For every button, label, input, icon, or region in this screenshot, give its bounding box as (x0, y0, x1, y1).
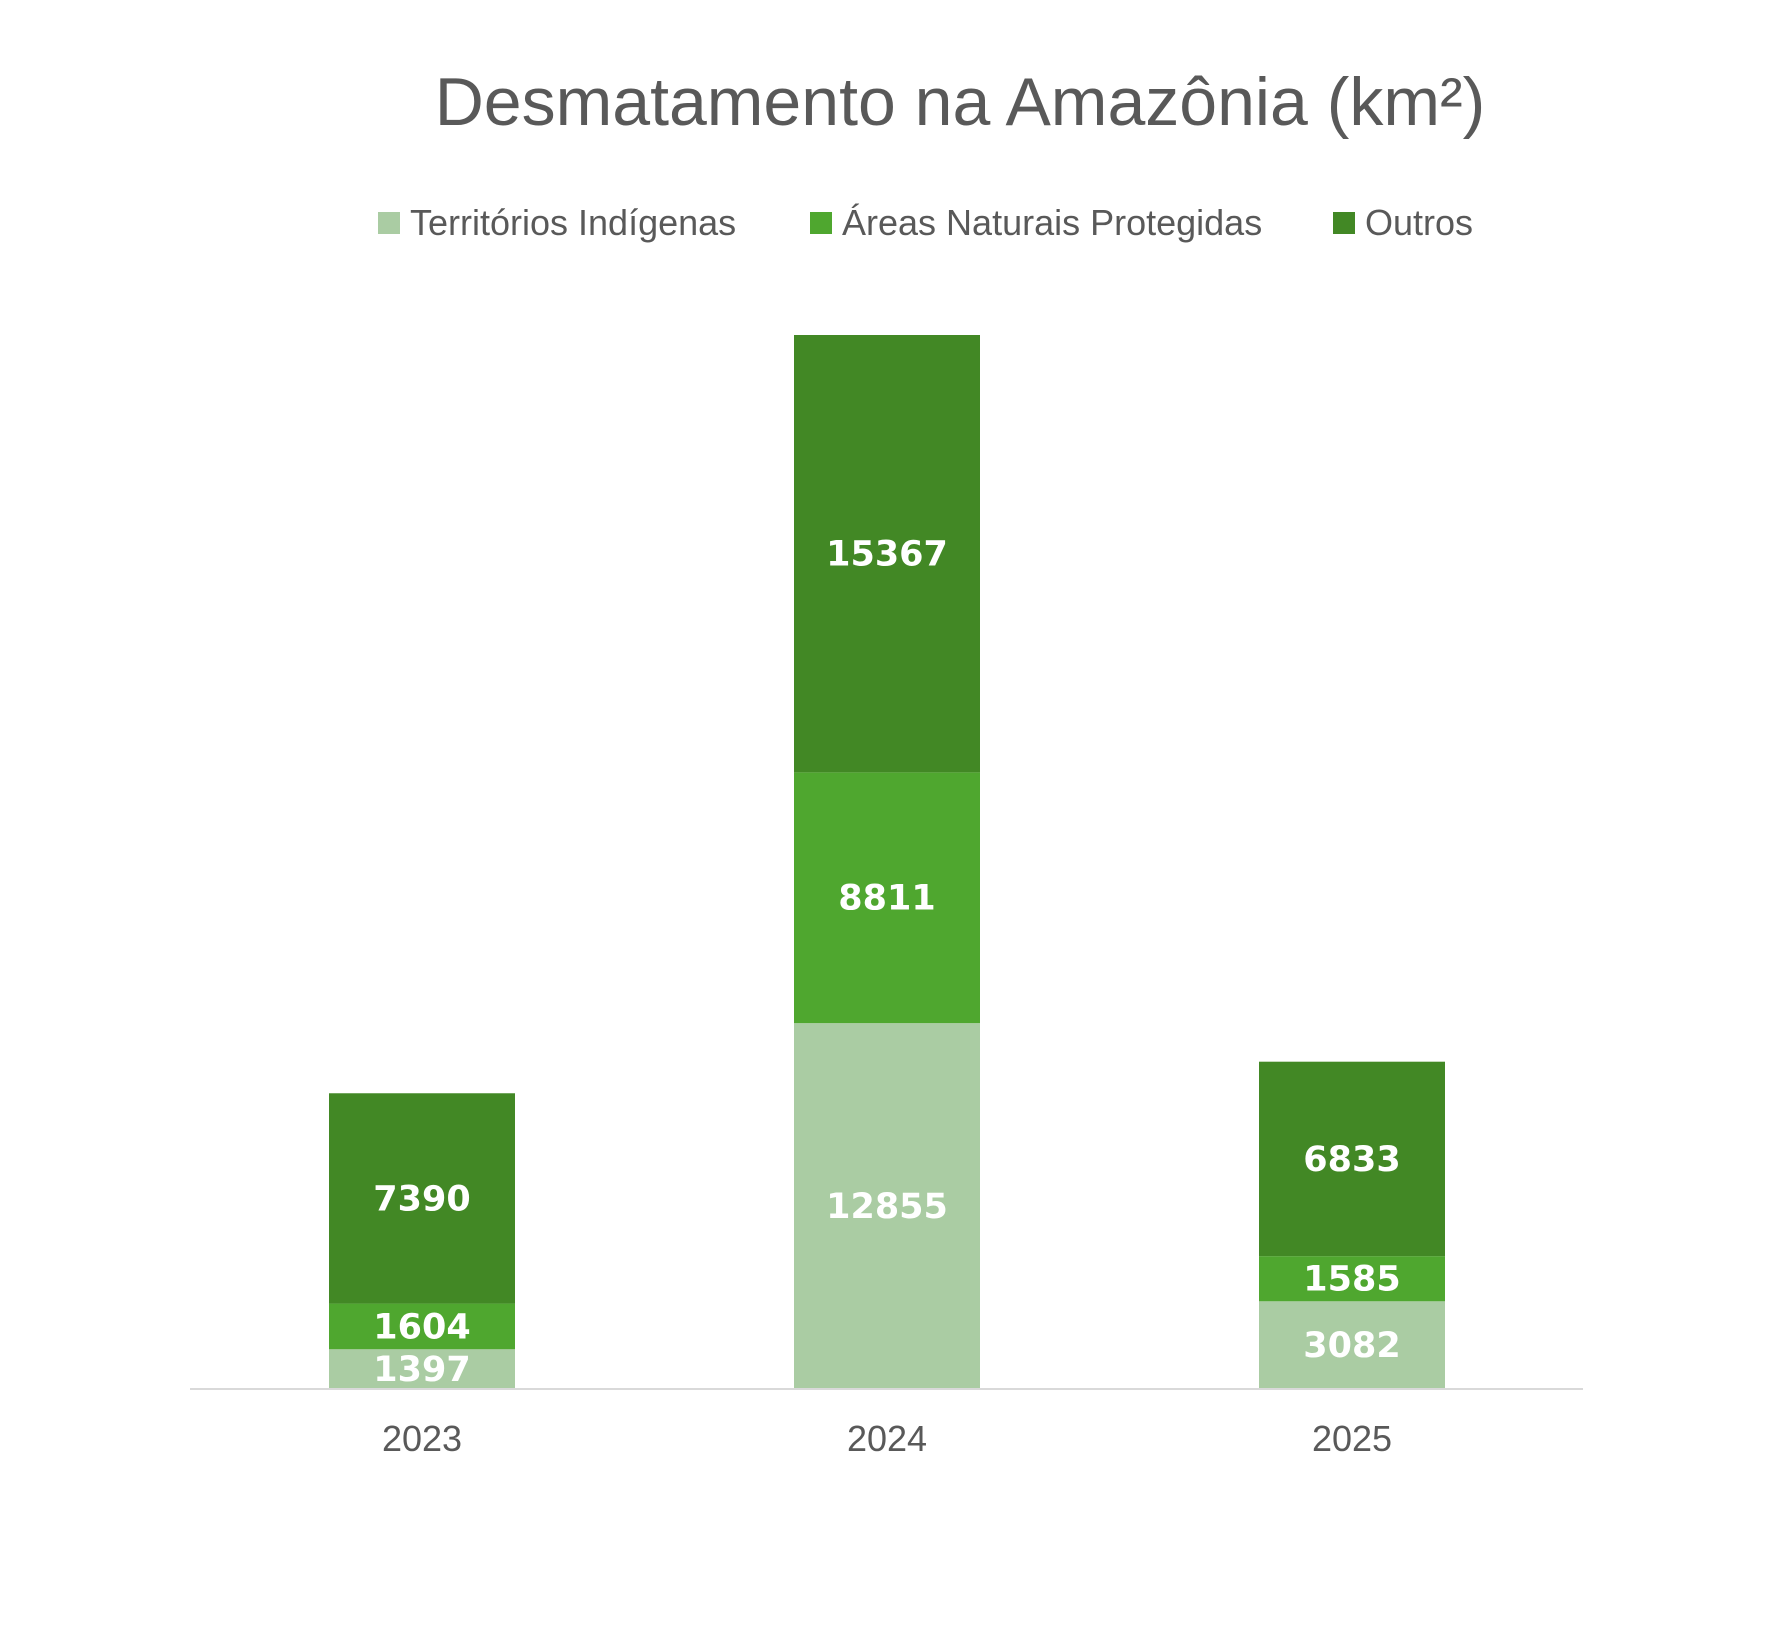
bar-2025-areas-naturais-protegidas (1259, 1256, 1445, 1302)
data-label-2025-outros: 6833 (1303, 1140, 1400, 1180)
legend-swatch-territorios-indigenas (378, 212, 400, 234)
data-label-2023-areas-naturais-protegidas: 1604 (373, 1307, 470, 1347)
bar-2025-outros (1259, 1061, 1445, 1257)
x-tick-label-2023: 2023 (382, 1418, 462, 1459)
data-label-2024-areas-naturais-protegidas: 8811 (838, 879, 935, 919)
data-label-2024-outros: 15367 (826, 535, 948, 575)
bar-2023-areas-naturais-protegidas (329, 1303, 515, 1350)
chart-title: Desmatamento na Amazônia (km²) (435, 64, 1486, 140)
bar-2024-outros (794, 335, 980, 773)
x-tick-label-2025: 2025 (1312, 1418, 1392, 1459)
data-label-2024-territorios-indigenas: 12855 (826, 1187, 948, 1227)
data-label-2025-territorios-indigenas: 3082 (1303, 1326, 1400, 1366)
legend-item-outros: Outros (1333, 202, 1473, 243)
data-label-2023-territorios-indigenas: 1397 (373, 1350, 470, 1390)
x-axis-ticks: 2023 2024 2025 (382, 1418, 1392, 1459)
legend-label-areas-naturais-protegidas: Áreas Naturais Protegidas (842, 202, 1262, 243)
bar-2023-territorios-indigenas (329, 1349, 515, 1389)
legend-label-territorios-indigenas: Territórios Indígenas (410, 202, 736, 243)
bar-2025-territorios-indigenas (1259, 1301, 1445, 1389)
legend-swatch-outros (1333, 212, 1355, 234)
bar-2024-areas-naturais-protegidas (794, 772, 980, 1024)
data-label-2025-areas-naturais-protegidas: 1585 (1303, 1260, 1400, 1300)
bar-2024-territorios-indigenas (794, 1023, 980, 1389)
bar-2023-outros (329, 1093, 515, 1304)
legend-swatch-areas-naturais-protegidas (810, 212, 832, 234)
legend-label-outros: Outros (1365, 202, 1473, 243)
legend-item-territorios-indigenas: Territórios Indígenas (378, 202, 736, 243)
data-label-2023-outros: 7390 (373, 1179, 470, 1219)
legend-item-areas-naturais-protegidas: Áreas Naturais Protegidas (810, 202, 1262, 243)
x-tick-label-2024: 2024 (847, 1418, 927, 1459)
legend: Territórios Indígenas Áreas Naturais Prot… (378, 202, 1473, 243)
